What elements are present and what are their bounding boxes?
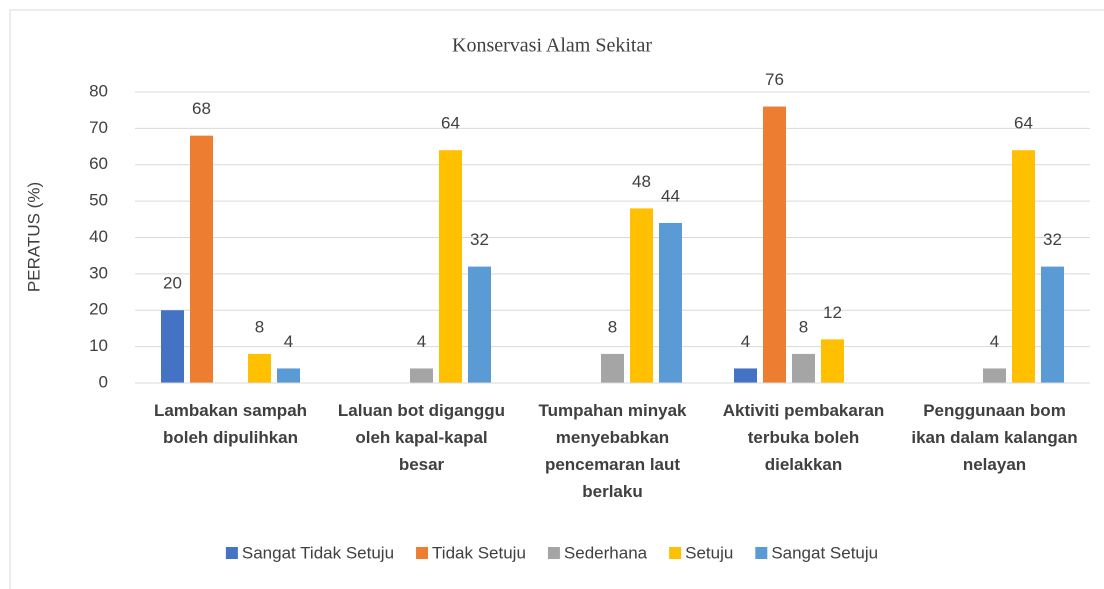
data-label: 64: [441, 114, 460, 133]
bar: [468, 266, 491, 383]
data-label: 8: [255, 317, 264, 336]
y-tick-label: 20: [89, 300, 108, 319]
legend-label: Setuju: [685, 543, 733, 562]
legend-label: Sederhana: [564, 543, 648, 562]
legend-swatch: [547, 547, 560, 559]
bar: [659, 222, 682, 383]
legend-swatch: [416, 547, 429, 559]
bar: [821, 339, 844, 383]
y-tick-label: 30: [89, 263, 108, 282]
bar: [190, 135, 213, 383]
bar: [601, 353, 624, 383]
data-label: 4: [741, 332, 750, 351]
data-label: 4: [990, 332, 999, 351]
chart-border: [9, 9, 1104, 589]
data-label: 8: [608, 317, 617, 336]
data-label: 8: [799, 317, 808, 336]
data-label: 32: [1043, 230, 1062, 249]
data-label: 4: [417, 332, 426, 351]
legend-label: Sangat Tidak Setuju: [242, 543, 394, 562]
bar: [277, 368, 300, 383]
y-tick-label: 60: [89, 154, 108, 173]
bar: [248, 353, 271, 383]
x-tick-label: Penggunaan bom ikan dalam kalangan nelayan: [911, 401, 1077, 474]
data-label: 4: [284, 332, 293, 351]
bar: [734, 368, 757, 383]
chart-title: Konservasi Alam Sekitar: [452, 35, 652, 57]
bar: [630, 208, 653, 383]
bar: [1012, 150, 1035, 383]
data-label: 48: [632, 172, 651, 191]
y-tick-label: 50: [89, 191, 108, 210]
legend-label: Tidak Setuju: [432, 543, 526, 562]
bar: [763, 106, 786, 384]
legend-label: Sangat Setuju: [771, 543, 878, 562]
legend-swatch: [225, 547, 238, 559]
data-label: 64: [1014, 114, 1033, 133]
legend-swatch: [755, 547, 768, 559]
data-label: 20: [163, 274, 182, 293]
x-tick-label: Aktiviti pembakaran terbuka boleh dielakka…: [723, 401, 885, 474]
data-label: 76: [765, 70, 784, 89]
data-label: 44: [661, 186, 680, 205]
y-tick-label: 40: [89, 227, 108, 246]
x-tick-label: Laluan bot diganggu oleh kapal-kapal besar: [338, 401, 505, 474]
data-label: 32: [470, 230, 489, 249]
y-axis-label: PERATUS (%): [24, 182, 43, 292]
data-label: 68: [192, 99, 211, 118]
y-tick-label: 70: [89, 118, 108, 137]
data-label: 12: [823, 303, 842, 322]
legend-swatch: [669, 547, 682, 559]
y-tick-label: 10: [89, 336, 108, 355]
x-tick-label: Tumpahan minyak menyebabkan pencemaran lau…: [539, 401, 688, 501]
bar: [1041, 266, 1064, 383]
bar: [161, 310, 184, 383]
x-tick-label: Lambakan sampah boleh dipulihkan: [154, 401, 307, 447]
bar: [983, 368, 1006, 383]
bar: [792, 353, 815, 383]
y-tick-label: 0: [99, 372, 108, 391]
bar: [410, 368, 433, 383]
y-tick-label: 80: [89, 81, 108, 100]
bar: [439, 150, 462, 383]
